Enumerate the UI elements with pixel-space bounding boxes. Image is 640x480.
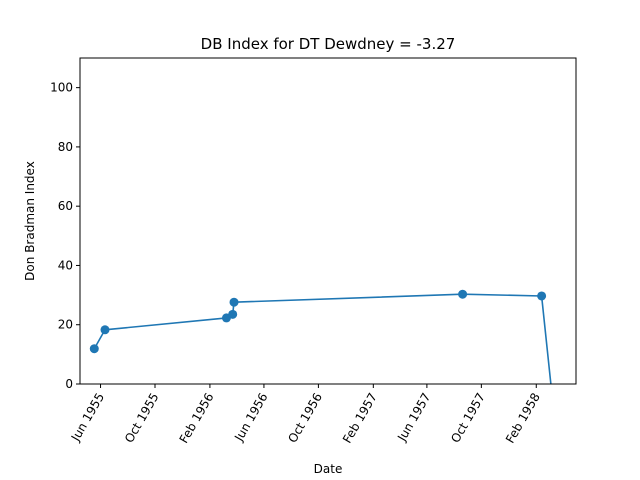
data-point (100, 325, 110, 335)
data-point (228, 309, 238, 319)
chart-title: DB Index for DT Dewdney = -3.27 (201, 35, 456, 53)
y-axis-label: Don Bradman Index (23, 161, 37, 281)
y-tick-label: 40 (58, 258, 73, 272)
x-tick-label: Jun 1957 (394, 391, 433, 445)
x-tick-label: Oct 1955 (122, 391, 162, 446)
data-point (458, 289, 468, 299)
x-tick-label: Oct 1956 (285, 391, 325, 446)
x-tick-label: Feb 1958 (503, 391, 543, 446)
x-axis-label: Date (314, 462, 343, 476)
x-axis: Jun 1955 Oct 1955 Feb 1956 Jun 1956 Oct 1956… (68, 384, 543, 446)
x-tick-label: Jun 1956 (231, 391, 270, 445)
x-tick-label: Jun 1955 (68, 391, 107, 445)
y-tick-label: 60 (58, 199, 73, 213)
y-tick-label: 80 (58, 140, 73, 154)
data-point (229, 297, 239, 307)
y-axis: 0 20 40 60 80 100 (50, 81, 80, 391)
x-tick-label: Oct 1957 (448, 391, 488, 446)
series-line (93, 293, 552, 384)
x-tick-label: Feb 1956 (177, 391, 217, 446)
data-point (89, 344, 99, 354)
plot-area (89, 289, 552, 384)
x-tick-label: Feb 1957 (340, 391, 380, 446)
y-tick-label: 20 (58, 318, 73, 332)
data-point (537, 291, 547, 301)
y-tick-label: 0 (65, 377, 73, 391)
y-tick-label: 100 (50, 81, 73, 95)
plot-frame (79, 57, 577, 385)
